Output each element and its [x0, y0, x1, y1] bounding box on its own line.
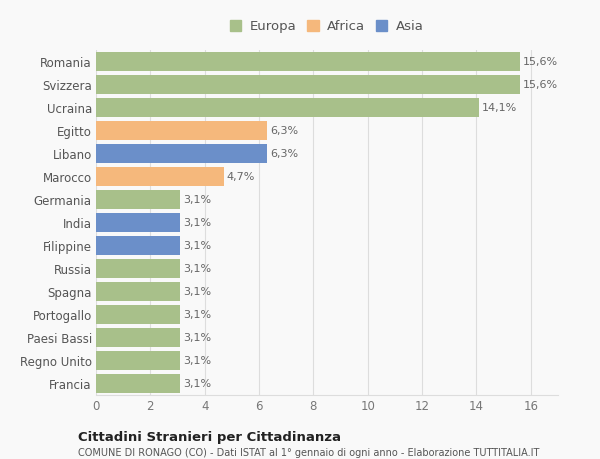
Text: Cittadini Stranieri per Cittadinanza: Cittadini Stranieri per Cittadinanza: [78, 431, 341, 443]
Text: 6,3%: 6,3%: [270, 149, 298, 159]
Bar: [96, 167, 224, 186]
Bar: [96, 98, 479, 117]
Text: 3,1%: 3,1%: [183, 286, 211, 297]
Bar: [96, 52, 520, 71]
Text: 3,1%: 3,1%: [183, 218, 211, 228]
Bar: [96, 351, 180, 370]
Bar: [96, 374, 180, 392]
Text: 15,6%: 15,6%: [523, 57, 558, 67]
Text: 3,1%: 3,1%: [183, 355, 211, 365]
Bar: [96, 144, 267, 163]
Text: 3,1%: 3,1%: [183, 241, 211, 251]
Text: 3,1%: 3,1%: [183, 309, 211, 319]
Text: 14,1%: 14,1%: [482, 103, 517, 113]
Bar: [96, 259, 180, 278]
Text: 3,1%: 3,1%: [183, 378, 211, 388]
Text: 6,3%: 6,3%: [270, 126, 298, 136]
Text: 3,1%: 3,1%: [183, 263, 211, 274]
Bar: [96, 236, 180, 255]
Text: COMUNE DI RONAGO (CO) - Dati ISTAT al 1° gennaio di ogni anno - Elaborazione TUT: COMUNE DI RONAGO (CO) - Dati ISTAT al 1°…: [78, 448, 539, 458]
Bar: [96, 328, 180, 347]
Text: 15,6%: 15,6%: [523, 80, 558, 90]
Bar: [96, 75, 520, 94]
Bar: [96, 190, 180, 209]
Legend: Europa, Africa, Asia: Europa, Africa, Asia: [226, 16, 428, 37]
Bar: [96, 213, 180, 232]
Text: 3,1%: 3,1%: [183, 195, 211, 205]
Text: 4,7%: 4,7%: [226, 172, 255, 182]
Bar: [96, 282, 180, 301]
Text: 3,1%: 3,1%: [183, 332, 211, 342]
Bar: [96, 305, 180, 324]
Bar: [96, 121, 267, 140]
